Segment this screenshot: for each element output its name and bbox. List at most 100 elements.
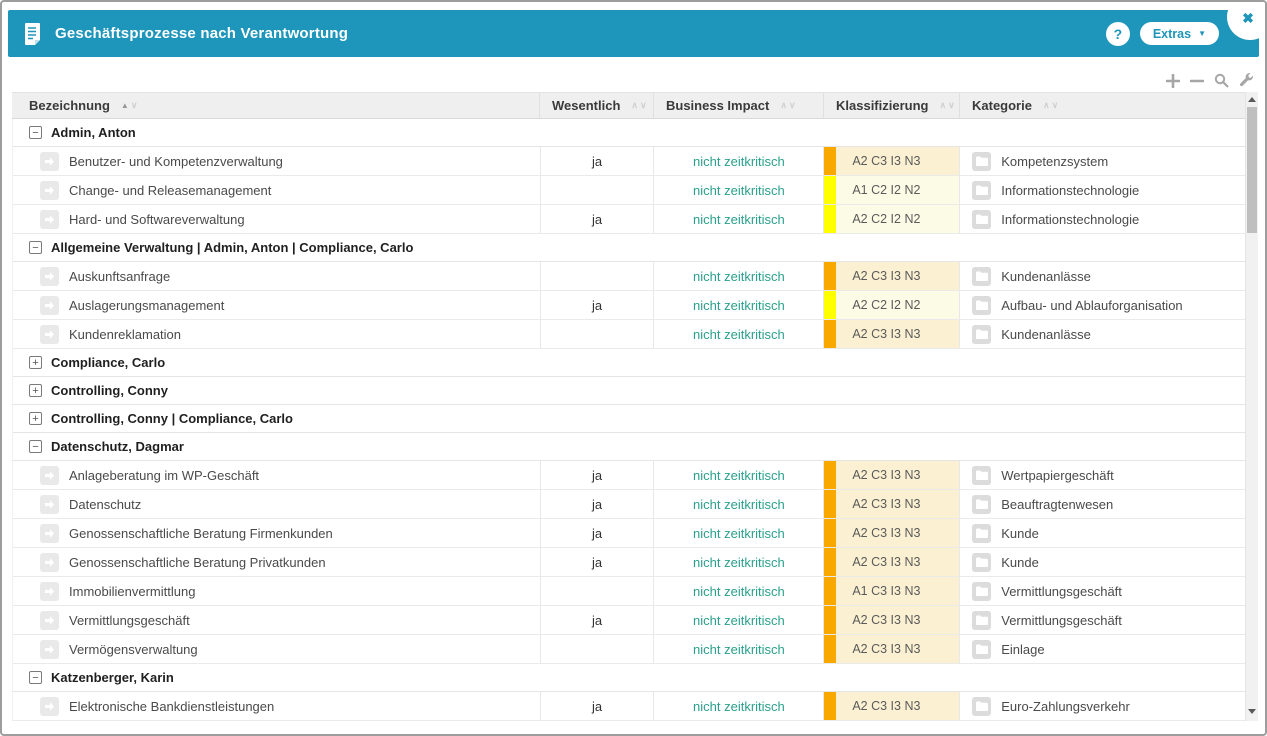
- open-process-arrow-icon[interactable]: [40, 324, 59, 344]
- sort-descending-icon[interactable]: ∨: [788, 100, 796, 110]
- table-row[interactable]: Auskunftsanfrage nicht zeitkritisch A2 C…: [13, 262, 1245, 291]
- sort-ascending-icon[interactable]: ∧: [631, 100, 638, 110]
- sort-descending-icon[interactable]: ∨: [130, 100, 138, 110]
- open-process-arrow-icon[interactable]: [40, 151, 59, 171]
- table-row[interactable]: Vermögensverwaltung nicht zeitkritisch A…: [13, 635, 1245, 664]
- kategorie-value: Euro-Zahlungsverkehr: [1001, 698, 1130, 714]
- sort-ascending-icon[interactable]: ∧: [1042, 100, 1050, 110]
- open-process-arrow-icon[interactable]: [40, 639, 59, 659]
- group-row[interactable]: + Controlling, Conny | Compliance, Carlo: [13, 405, 1245, 433]
- klassifizierung-color-bar: [824, 291, 837, 319]
- scroll-up-icon[interactable]: [1248, 97, 1256, 102]
- settings-wrench-icon[interactable]: [1239, 73, 1254, 88]
- klassifizierung-color-bar: [824, 490, 837, 518]
- klassifizierung-cell: A2 C3 I3 N3: [823, 692, 960, 720]
- kategorie-value: Kundenanlässe: [1001, 268, 1091, 284]
- collapse-all-icon[interactable]: [1190, 74, 1204, 88]
- help-button[interactable]: ?: [1105, 21, 1130, 46]
- group-toggle-icon[interactable]: −: [29, 671, 42, 684]
- sort-ascending-icon[interactable]: ∧: [939, 100, 947, 110]
- bezeichnung-cell: Vermögensverwaltung: [13, 635, 540, 663]
- process-name: Genossenschaftliche Beratung Privatkunde…: [69, 554, 326, 570]
- sort-ascending-icon[interactable]: ∧: [780, 100, 787, 110]
- group-toggle-icon[interactable]: +: [29, 356, 42, 369]
- sort-descending-icon[interactable]: ∨: [1051, 100, 1059, 110]
- open-process-arrow-icon[interactable]: [40, 180, 59, 200]
- scrollbar-thumb[interactable]: [1247, 107, 1257, 233]
- open-process-arrow-icon[interactable]: [40, 465, 59, 485]
- open-process-arrow-icon[interactable]: [40, 494, 59, 514]
- sort-descending-icon[interactable]: ∨: [948, 100, 955, 110]
- klassifizierung-value: A2 C2 I2 N2: [852, 212, 921, 226]
- wesentlich-cell: ja: [539, 205, 654, 233]
- business-impact-cell: nicht zeitkritisch: [653, 635, 823, 663]
- table-toolbar: [1166, 73, 1254, 88]
- table-row[interactable]: Genossenschaftliche Beratung Firmenkunde…: [13, 519, 1245, 548]
- column-header-klassifizierung[interactable]: Klassifizierung ∧ ∨: [823, 93, 959, 118]
- column-label: Kategorie: [972, 98, 1032, 113]
- business-impact-cell: nicht zeitkritisch: [653, 147, 823, 175]
- expand-all-icon[interactable]: [1166, 73, 1180, 88]
- klassifizierung-color-bar: [824, 548, 837, 576]
- group-toggle-icon[interactable]: −: [29, 126, 42, 139]
- open-process-arrow-icon[interactable]: [40, 610, 59, 630]
- klassifizierung-value: A2 C3 I3 N3: [852, 269, 921, 283]
- table-row[interactable]: Change- und Releasemanagement nicht zeit…: [13, 176, 1245, 205]
- group-row[interactable]: + Compliance, Carlo: [13, 349, 1245, 377]
- business-impact-cell: nicht zeitkritisch: [653, 291, 823, 319]
- kategorie-cell: Einlage: [959, 635, 1245, 663]
- column-header-bezeichnung[interactable]: Bezeichnung ▲ ∨: [12, 93, 539, 118]
- bezeichnung-cell: Change- und Releasemanagement: [13, 176, 540, 204]
- table-row[interactable]: Hard- und Softwareverwaltung ja nicht ze…: [13, 205, 1245, 234]
- business-impact-value: nicht zeitkritisch: [693, 496, 785, 512]
- table-row[interactable]: Anlageberatung im WP-Geschäft ja nicht z…: [13, 461, 1245, 490]
- open-process-arrow-icon[interactable]: [40, 209, 59, 229]
- wesentlich-cell: ja: [539, 461, 654, 489]
- column-header-kategorie[interactable]: Kategorie ∧ ∨: [959, 93, 1245, 118]
- open-process-arrow-icon[interactable]: [40, 552, 59, 572]
- group-row[interactable]: − Datenschutz, Dagmar: [13, 433, 1245, 461]
- kategorie-value: Kundenanlässe: [1001, 326, 1091, 342]
- group-row[interactable]: − Katzenberger, Karin: [13, 664, 1245, 692]
- open-process-arrow-icon[interactable]: [40, 295, 59, 315]
- table-row[interactable]: Auslagerungsmanagement ja nicht zeitkrit…: [13, 291, 1245, 320]
- open-process-arrow-icon[interactable]: [40, 696, 59, 716]
- scroll-down-icon[interactable]: [1248, 709, 1256, 714]
- kategorie-value: Wertpapiergeschäft: [1001, 467, 1114, 483]
- group-toggle-icon[interactable]: −: [29, 241, 42, 254]
- table-row[interactable]: Elektronische Bankdienstleistungen ja ni…: [13, 692, 1245, 721]
- group-toggle-icon[interactable]: −: [29, 440, 42, 453]
- group-row[interactable]: + Controlling, Conny: [13, 377, 1245, 405]
- table-row[interactable]: Genossenschaftliche Beratung Privatkunde…: [13, 548, 1245, 577]
- wesentlich-value: ja: [591, 525, 603, 541]
- klassifizierung-cell: A2 C3 I3 N3: [823, 490, 960, 518]
- open-process-arrow-icon[interactable]: [40, 523, 59, 543]
- vertical-scrollbar[interactable]: [1245, 92, 1258, 721]
- klassifizierung-cell: A2 C3 I3 N3: [823, 548, 960, 576]
- column-label: Klassifizierung: [836, 98, 929, 113]
- sort-descending-icon[interactable]: ∨: [639, 100, 647, 110]
- table-row[interactable]: Immobilienvermittlung nicht zeitkritisch…: [13, 577, 1245, 606]
- column-header-wesentlich[interactable]: Wesentlich ∧ ∨: [539, 93, 653, 118]
- group-row[interactable]: − Admin, Anton: [13, 119, 1245, 147]
- group-row[interactable]: − Allgemeine Verwaltung | Admin, Anton |…: [13, 234, 1245, 262]
- group-toggle-icon[interactable]: +: [29, 384, 42, 397]
- open-process-arrow-icon[interactable]: [40, 581, 59, 601]
- search-icon[interactable]: [1214, 73, 1229, 88]
- open-process-arrow-icon[interactable]: [40, 266, 59, 286]
- bezeichnung-cell: Immobilienvermittlung: [13, 577, 540, 605]
- business-impact-value: nicht zeitkritisch: [693, 554, 785, 570]
- process-name: Datenschutz: [69, 496, 142, 512]
- group-toggle-icon[interactable]: +: [29, 412, 42, 425]
- folder-icon: [972, 696, 992, 716]
- column-header-business-impact[interactable]: Business Impact ∧ ∨: [653, 93, 823, 118]
- table-row[interactable]: Vermittlungsgeschäft ja nicht zeitkritis…: [13, 606, 1245, 635]
- table-row[interactable]: Kundenreklamation nicht zeitkritisch A2 …: [13, 320, 1245, 349]
- sort-ascending-icon[interactable]: ▲: [120, 101, 129, 110]
- table-row[interactable]: Benutzer- und Kompetenzverwaltung ja nic…: [13, 147, 1245, 176]
- page-title: Geschäftsprozesse nach Verantwortung: [55, 25, 349, 42]
- close-button[interactable]: ✖: [1227, 2, 1265, 40]
- extras-button[interactable]: Extras ▼: [1139, 22, 1219, 45]
- kategorie-cell: Kundenanlässe: [959, 320, 1245, 348]
- table-row[interactable]: Datenschutz ja nicht zeitkritisch A2 C3 …: [13, 490, 1245, 519]
